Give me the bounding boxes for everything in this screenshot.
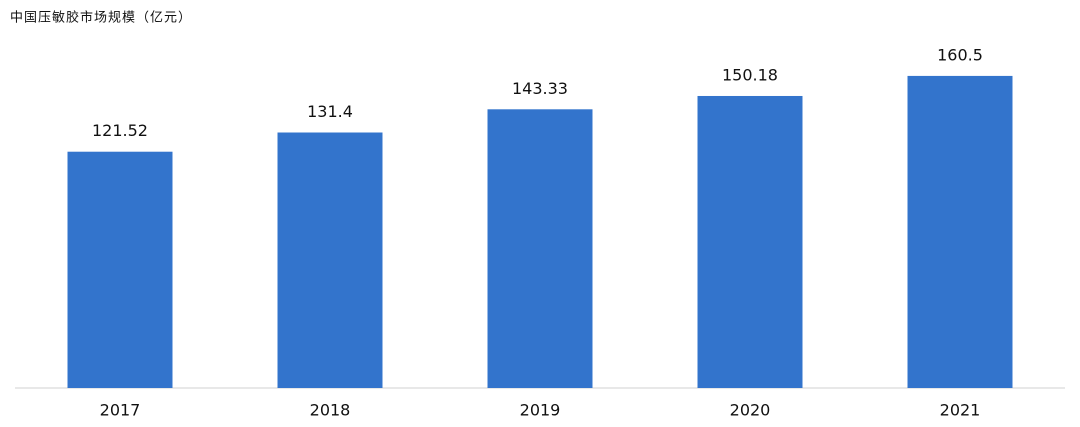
bar (487, 109, 593, 388)
value-label: 131.4 (307, 102, 353, 121)
value-label: 121.52 (92, 121, 148, 140)
value-label: 150.18 (722, 65, 778, 84)
chart-title: 中国压敏胶市场规模（亿元） (10, 10, 192, 26)
x-tick-label: 2021 (940, 401, 981, 420)
x-tick-label: 2019 (520, 401, 561, 420)
bar (697, 95, 803, 388)
bar (67, 151, 173, 388)
value-label: 143.33 (512, 79, 568, 98)
x-tick-label: 2018 (310, 401, 351, 420)
value-label: 160.5 (937, 45, 983, 64)
x-tick-label: 2020 (730, 401, 771, 420)
bar (907, 75, 1013, 389)
bar (277, 132, 383, 388)
x-tick-label: 2017 (100, 401, 141, 420)
